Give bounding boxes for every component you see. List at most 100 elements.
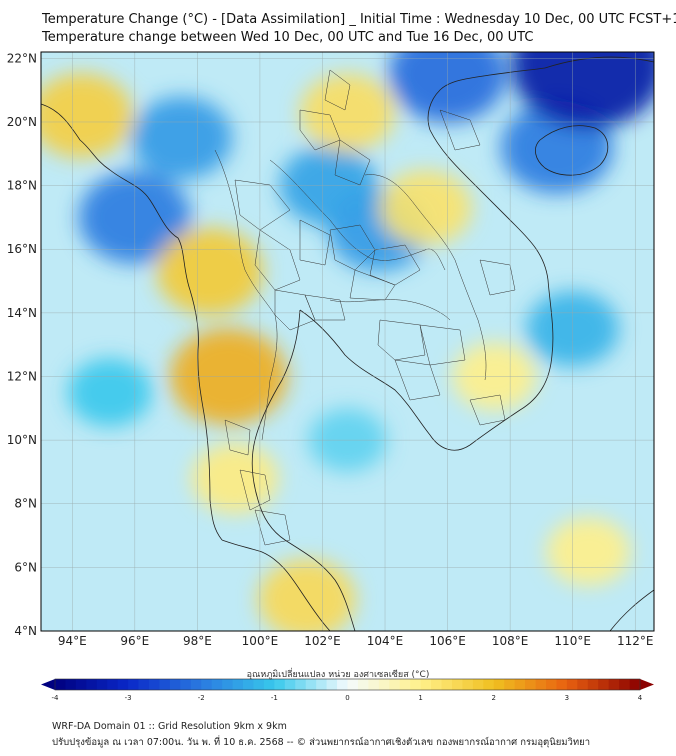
colorbar-segment	[211, 679, 223, 690]
colorbar-segment	[545, 679, 557, 690]
colorbar-min-extension	[41, 679, 55, 690]
colorbar-tick-label: 4	[638, 694, 643, 700]
colorbar-segment	[55, 679, 66, 690]
colorbar-segment	[201, 679, 213, 690]
central-provinces	[274, 289, 346, 331]
colorbar-segment	[357, 679, 369, 690]
latitude-labels: 22°N 20°N 18°N 16°N 14°N 12°N 10°N 8°N 6°N 4°N	[7, 51, 37, 638]
colorbar-segment	[431, 679, 442, 690]
longitude-tick-label: 100°E	[242, 634, 279, 648]
colorbar-segment	[263, 679, 275, 690]
colorbar-segment	[232, 679, 244, 690]
colorbar-title: อุณหภูมิเปลี่ยนแปลง หน่วย องศาเซลเซียส (…	[246, 670, 430, 680]
latitude-tick-label: 20°N	[7, 115, 37, 129]
field-anomaly-north-myanmar-cold	[131, 96, 233, 180]
cambodia-coast	[299, 309, 471, 451]
colorbar-segment	[451, 679, 463, 690]
colorbar-segment	[608, 679, 620, 690]
longitude-tick-label: 94°E	[58, 634, 87, 648]
colorbar-segment	[337, 679, 348, 690]
field-anomaly-scs-south-warm	[546, 517, 631, 586]
colorbar-segment	[493, 679, 505, 690]
footer-update-info: ปรับปรุงข้อมูล ณ เวลา 07:00น. วัน พ. ที่…	[52, 737, 591, 748]
province-borders	[214, 69, 516, 546]
colorbar-frame	[54, 678, 641, 691]
colorbar-segment	[420, 679, 432, 690]
field-anomaly-north-laos-warm	[299, 73, 396, 152]
laos-provinces	[299, 69, 371, 186]
vietnam-coast	[427, 67, 554, 446]
colorbar-segment	[525, 679, 536, 690]
longitude-tick-label: 110°E	[554, 634, 591, 648]
north-thailand-provinces	[234, 179, 331, 291]
temperature-field	[41, 52, 654, 631]
field-anomaly-vietnam-coast-warm	[379, 170, 472, 246]
colorbar-segment	[472, 679, 484, 690]
colorbar-segment	[316, 679, 328, 690]
latitude-tick-label: 4°N	[14, 624, 37, 638]
field-anomaly-south-china-cold	[511, 52, 654, 129]
colorbar-segment	[514, 679, 526, 690]
colorbar-segment	[326, 679, 338, 690]
colorbar-segment	[566, 679, 578, 690]
south-china-coast	[544, 56, 654, 69]
map-frame	[40, 51, 655, 632]
vietnam-provinces	[439, 109, 516, 426]
thailand-myanmar-border	[214, 149, 278, 441]
field-anomaly-andaman-cold	[67, 358, 152, 427]
colorbar-segment	[462, 679, 474, 690]
colorbar-segment	[222, 679, 233, 690]
colorbar-segment	[587, 679, 599, 690]
colorbar-segment	[253, 679, 265, 690]
map-title-line2: Temperature change between Wed 10 Dec, 0…	[42, 30, 534, 45]
colorbar-segment	[441, 679, 453, 690]
colorbar-tick-label: -2	[198, 694, 205, 700]
latitude-tick-label: 16°N	[7, 242, 37, 256]
latitude-tick-label: 18°N	[7, 179, 37, 193]
hainan-island	[535, 125, 609, 176]
colorbar-segment	[65, 679, 77, 690]
colorbar-segment	[535, 679, 547, 690]
colorbar-segment	[75, 679, 87, 690]
colorbar-segment	[629, 679, 641, 690]
borneo-tip	[609, 589, 654, 631]
colorbar-segment	[149, 679, 160, 690]
colorbar-tick-label: 3	[565, 694, 569, 700]
colorbar-segment	[295, 679, 307, 690]
colorbar-max-extension	[640, 679, 654, 690]
peninsula-east	[251, 309, 356, 631]
colorbar-segment	[378, 679, 390, 690]
longitude-tick-label: 96°E	[120, 634, 149, 648]
field-anomaly-west-thailand-warm	[156, 227, 264, 316]
colorbar-segment	[399, 679, 411, 690]
longitude-tick-label: 102°E	[304, 634, 341, 648]
graticule	[41, 52, 654, 632]
colorbar-segment	[504, 679, 516, 690]
colorbar-tick-label: 1	[418, 694, 422, 700]
colorbar-segment	[169, 679, 181, 690]
field-anomaly-malay-warm	[257, 559, 356, 631]
colorbar-segment	[180, 679, 192, 690]
colorbar-segment	[107, 679, 119, 690]
thailand-laos-border	[269, 159, 446, 271]
cambodia-provinces	[377, 319, 466, 401]
footer-model-info: WRF-DA Domain 01 :: Grid Resolution 9km …	[52, 721, 287, 732]
colorbar-segment	[128, 679, 139, 690]
laos-vietnam-border	[364, 174, 487, 381]
longitude-labels: 94°E 96°E 98°E 100°E 102°E 104°E 106°E 108°E 110…	[58, 634, 654, 648]
longitude-tick-label: 98°E	[183, 634, 212, 648]
colorbar-segment	[389, 679, 401, 690]
myanmar-coast	[41, 103, 223, 541]
colorbar-segment	[190, 679, 202, 690]
colorbar-tick-label: 2	[492, 694, 496, 700]
latitude-tick-label: 6°N	[14, 560, 37, 574]
colorbar-segment	[159, 679, 171, 690]
colorbar-segment	[117, 679, 129, 690]
colorbar-segment	[598, 679, 610, 690]
map-title-line1: Temperature Change (°C) - [Data Assimila…	[42, 12, 676, 27]
colorbar-segment	[86, 679, 98, 690]
colorbar-segment	[274, 679, 286, 690]
colorbar-tick-label: -3	[125, 694, 132, 700]
colorbar: -4 -3 -2 -1 0 1 2 3 4	[41, 678, 654, 700]
latitude-tick-label: 8°N	[14, 497, 37, 511]
